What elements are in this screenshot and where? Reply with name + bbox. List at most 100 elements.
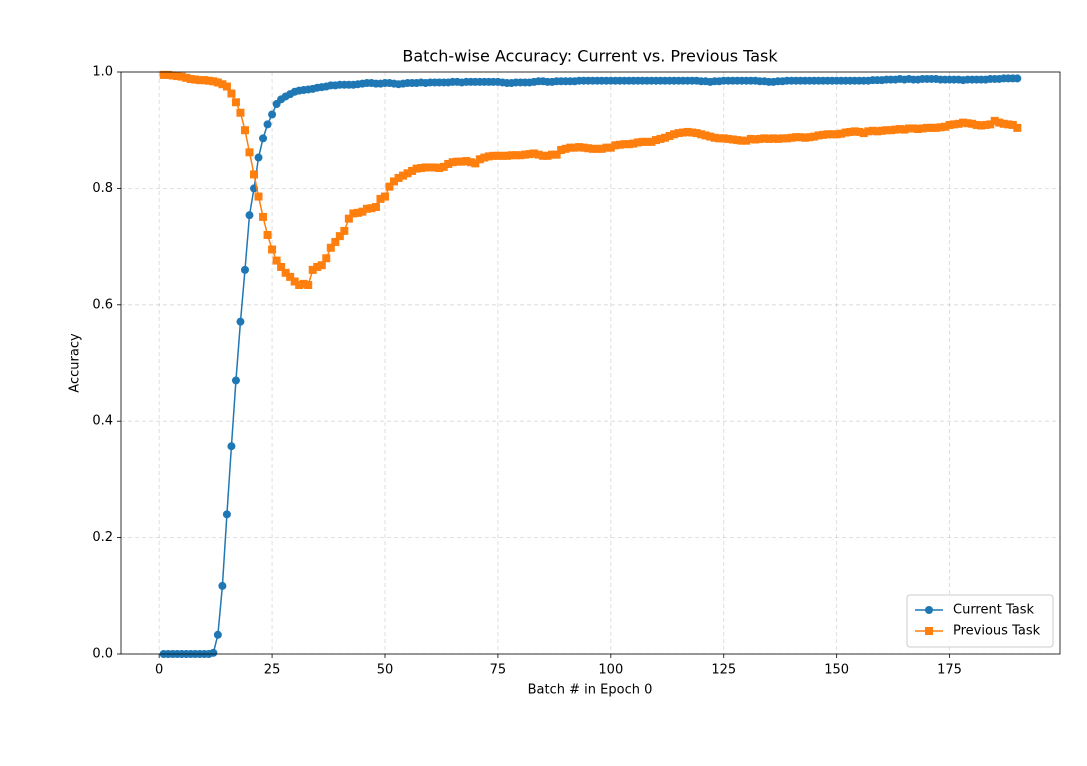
x-tick-label: 75 <box>490 663 507 678</box>
data-point <box>403 169 412 178</box>
data-point <box>661 133 670 142</box>
data-point <box>227 89 236 98</box>
x-tick-label: 0 <box>155 663 163 678</box>
data-point <box>584 144 593 153</box>
data-point <box>498 151 507 160</box>
data-point <box>394 173 403 182</box>
data-point <box>683 127 692 136</box>
data-point <box>200 76 209 85</box>
data-point <box>511 151 520 160</box>
data-point <box>426 163 435 172</box>
plot-frame <box>120 71 1061 655</box>
data-point <box>972 120 981 129</box>
data-point <box>954 119 963 128</box>
data-point <box>326 243 335 252</box>
data-point <box>268 245 277 254</box>
data-point <box>240 265 249 274</box>
data-point <box>593 144 602 153</box>
data-point <box>891 125 900 134</box>
data-point <box>453 157 462 166</box>
data-point <box>430 163 439 172</box>
data-point <box>792 133 801 142</box>
data-point <box>665 132 674 141</box>
data-point <box>751 135 760 144</box>
data-point <box>566 143 575 152</box>
data-point <box>868 126 877 135</box>
data-point <box>701 131 710 140</box>
data-point <box>615 140 624 149</box>
data-point <box>222 82 231 91</box>
data-point <box>692 129 701 138</box>
data-point <box>922 123 931 132</box>
data-point <box>195 76 204 85</box>
data-point <box>502 151 511 160</box>
data-point <box>945 120 954 129</box>
data-point <box>737 136 746 145</box>
data-point <box>313 262 322 271</box>
data-point <box>642 137 651 146</box>
data-point <box>457 157 466 166</box>
data-point <box>475 155 484 164</box>
data-point <box>963 119 972 128</box>
data-point <box>548 150 557 159</box>
data-point <box>760 134 769 143</box>
x-tick-label: 50 <box>377 663 394 678</box>
data-point <box>521 150 530 159</box>
data-point <box>1013 123 1022 132</box>
data-point <box>900 125 909 134</box>
data-point <box>877 126 886 135</box>
data-point <box>633 138 642 147</box>
x-axis-label: Batch # in Epoch 0 <box>528 683 653 698</box>
data-point <box>728 135 737 144</box>
data-point <box>688 128 697 137</box>
data-point <box>746 134 755 143</box>
data-point <box>362 204 371 213</box>
data-point <box>245 211 254 220</box>
data-point <box>846 127 855 136</box>
y-tick-label: 1.0 <box>92 65 113 80</box>
data-point <box>904 124 913 133</box>
data-point <box>173 72 182 81</box>
data-point <box>349 209 358 218</box>
series-line <box>163 77 1018 655</box>
data-point <box>986 120 995 129</box>
data-point <box>773 134 782 143</box>
data-point <box>371 203 380 212</box>
data-point <box>516 151 525 160</box>
data-point <box>864 127 873 136</box>
x-tick-label: 100 <box>598 663 623 678</box>
data-point <box>936 123 945 132</box>
data-point <box>254 192 263 201</box>
data-point <box>417 164 426 173</box>
y-tick-label: 0.0 <box>92 647 113 662</box>
data-point <box>335 232 344 241</box>
data-point <box>941 122 950 131</box>
data-point <box>480 153 489 162</box>
data-point <box>674 129 683 138</box>
data-point <box>231 376 240 385</box>
data-point <box>782 134 791 143</box>
data-point <box>245 148 254 157</box>
data-point <box>570 143 579 152</box>
data-point <box>340 226 349 235</box>
data-point <box>507 151 516 160</box>
data-point <box>895 125 904 134</box>
data-point <box>204 76 213 85</box>
data-point <box>484 152 493 161</box>
data-point <box>489 151 498 160</box>
data-point <box>597 144 606 153</box>
data-point <box>236 317 245 326</box>
y-axis-label: Accuracy <box>68 333 83 393</box>
data-point <box>1004 120 1013 129</box>
data-point <box>412 164 421 173</box>
data-point <box>209 77 218 86</box>
data-point <box>932 123 941 132</box>
data-point <box>755 134 764 143</box>
data-point <box>787 133 796 142</box>
x-tick-label: 25 <box>264 663 281 678</box>
data-point <box>710 133 719 142</box>
data-point <box>159 70 168 79</box>
data-point <box>376 194 385 203</box>
legend-label: Current Task <box>953 603 1034 618</box>
data-point <box>606 143 615 152</box>
